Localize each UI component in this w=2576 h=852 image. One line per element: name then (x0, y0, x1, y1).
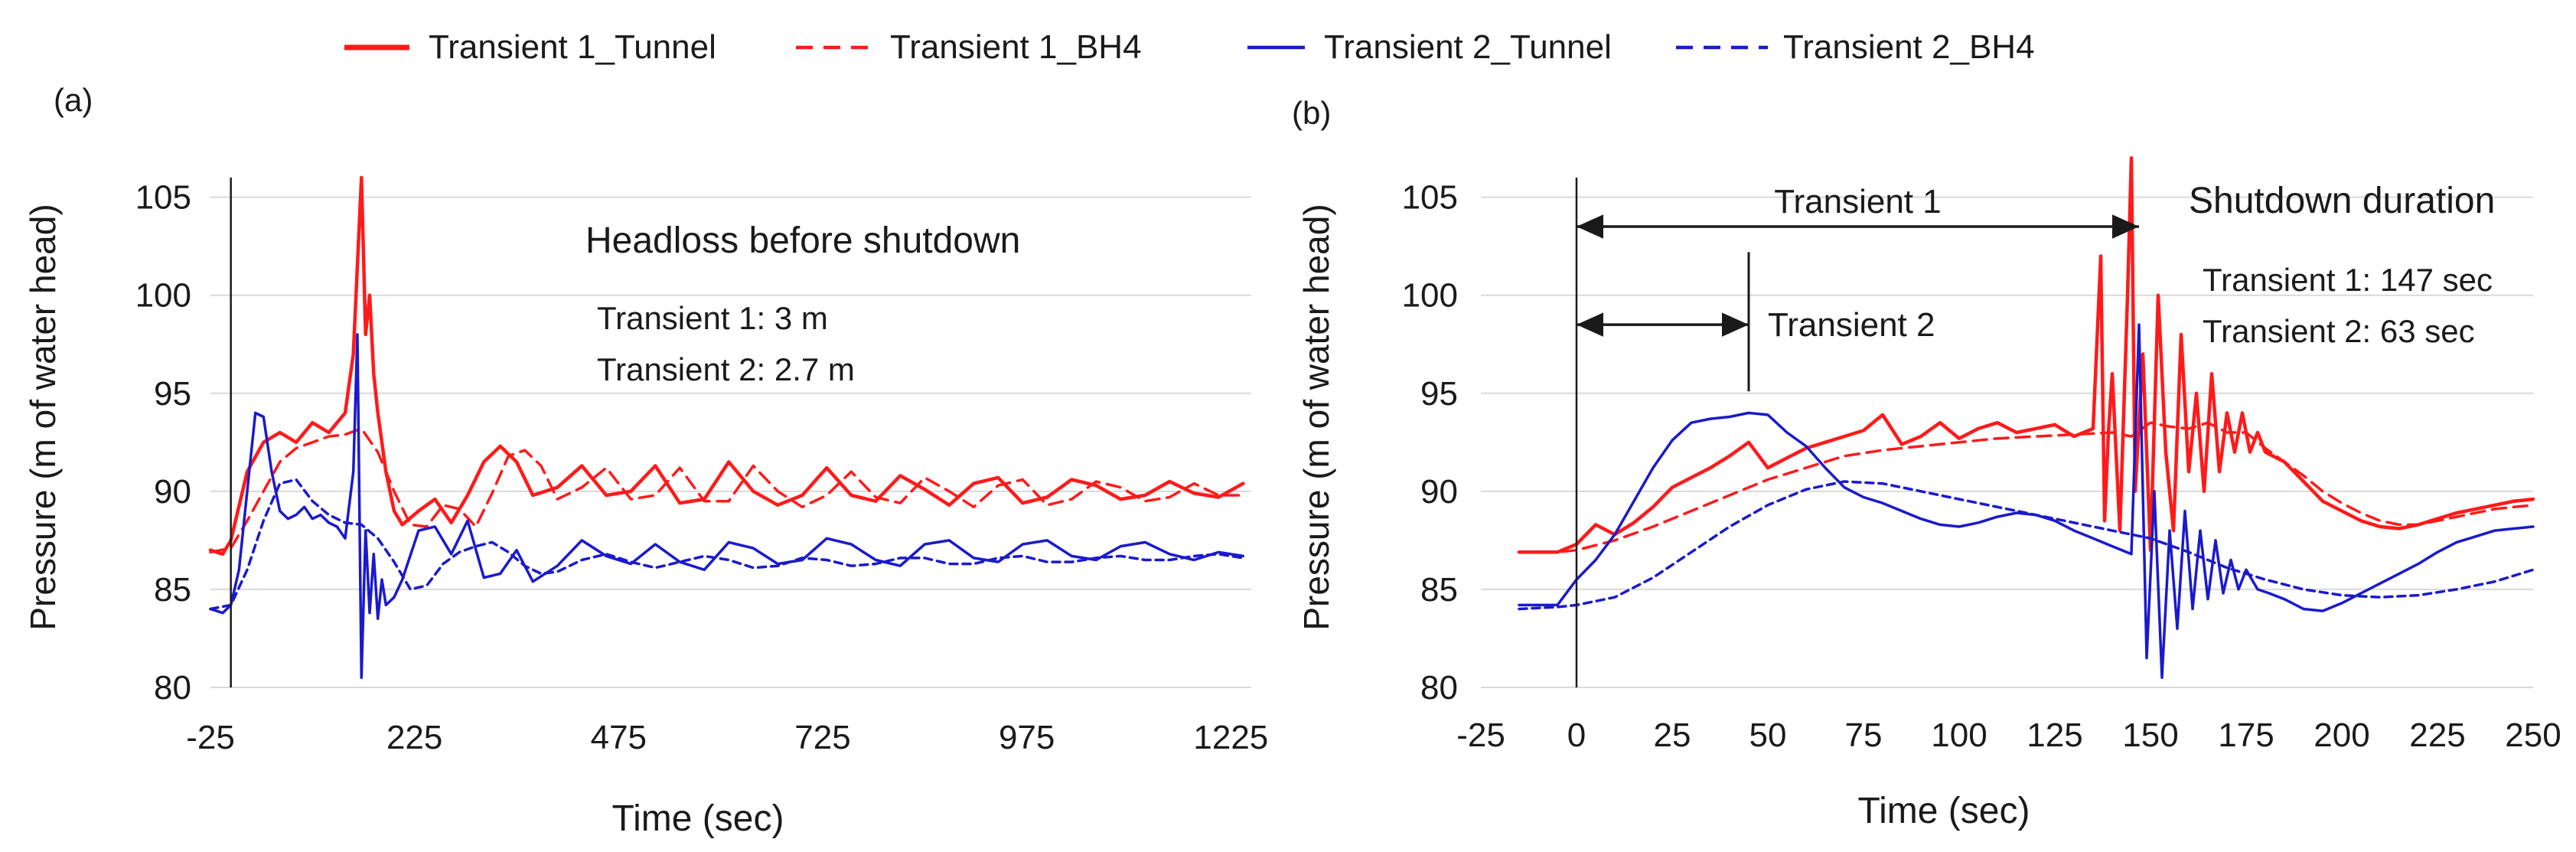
annotation-line2-b: Transient 2: 63 sec (2203, 313, 2475, 349)
series-a-transient-1-bh4 (209, 427, 1245, 554)
panel-label-a: (a) (54, 82, 93, 118)
x-tick-labels-a: -25 225 475 725 975 1225 (186, 719, 1268, 756)
y-axis-label-a: Pressure (m of water head) (23, 204, 63, 630)
y-tick-label-a-80: 80 (154, 669, 191, 707)
arrow-label-transient-1: Transient 1 (1774, 183, 1941, 220)
panel-label-b: (b) (1292, 95, 1331, 131)
x-tick-label-a-725: 725 (794, 719, 850, 756)
x-tick-label-a-1225: 1225 (1193, 719, 1268, 756)
y-tick-label-b-80: 80 (1420, 669, 1458, 707)
x-tick-label-b-225: 225 (2409, 717, 2465, 754)
series-layer-b (1517, 156, 2535, 679)
legend-label-transient-1-bh4: Transient 1_BH4 (890, 28, 1142, 66)
y-tick-labels-b: 80 85 90 95 100 105 (1402, 179, 1458, 707)
x-tick-label-a-225: 225 (386, 719, 442, 756)
series-layer-a (208, 175, 1245, 679)
x-tick-label-b-250: 250 (2505, 717, 2561, 754)
annotation-title-mask-a (582, 218, 602, 264)
gridlines-a (210, 196, 1251, 688)
series-b-transient-1-tunnel (1517, 156, 2535, 554)
annotation-title-b: Shutdown duration (2189, 181, 2495, 221)
y-tick-label-b-85: 85 (1420, 571, 1458, 609)
x-tick-labels-b: -25 0 25 50 75 100 125 150 175 200 225 250 (1456, 717, 2561, 754)
annotation-title-a: Headloss before shutdown (585, 220, 1020, 261)
y-tick-label-a-105: 105 (135, 179, 191, 217)
series-a-transient-1-tunnel (208, 175, 1245, 557)
y-tick-label-b-95: 95 (1420, 375, 1458, 413)
y-tick-label-a-95: 95 (154, 375, 191, 413)
annotation-line1-a: Transient 1: 3 m (597, 300, 828, 336)
x-axis-label-b: Time (sec) (1858, 791, 2030, 831)
legend-label-transient-1-tunnel: Transient 1_Tunnel (429, 28, 716, 66)
annotation-line1-b: Transient 1: 147 sec (2203, 262, 2493, 298)
y-tick-label-a-100: 100 (135, 277, 191, 315)
x-tick-label-b-125: 125 (2027, 717, 2082, 754)
x-tick-label-b-50: 50 (1749, 717, 1787, 754)
y-tick-label-a-90: 90 (154, 473, 191, 511)
x-tick-label-a--25: -25 (186, 719, 235, 756)
y-tick-label-b-105: 105 (1402, 179, 1458, 217)
x-tick-label-b-175: 175 (2218, 717, 2274, 754)
legend-label-transient-2-tunnel: Transient 2_Tunnel (1324, 28, 1612, 66)
arrow-label-transient-2: Transient 2 (1768, 306, 1935, 344)
series-b-transient-2-tunnel (1518, 323, 2535, 679)
series-a-transient-2-bh4 (209, 478, 1245, 611)
series-b-transient-2-bh4 (1518, 480, 2535, 611)
legend: Transient 1_Tunnel Transient 1_BH4 Trans… (344, 28, 2035, 66)
x-tick-label-b-0: 0 (1567, 717, 1586, 754)
x-tick-label-b-100: 100 (1931, 717, 1987, 754)
x-tick-label-a-475: 475 (591, 719, 647, 756)
y-tick-label-b-100: 100 (1402, 277, 1458, 315)
y-axis-label-b: Pressure (m of water head) (1296, 204, 1336, 630)
y-tick-label-b-90: 90 (1420, 473, 1458, 511)
chart-panel-b: (b) 80 85 90 95 100 105 -25 0 25 50 75 100 125 150 17… (1292, 95, 2561, 831)
series-a-transient-2-tunnel (209, 333, 1245, 679)
x-tick-label-b-75: 75 (1845, 717, 1883, 754)
chart-panel-a: (a) 80 85 90 95 100 105 -25 225 475 725 975 1225 T… (23, 82, 1268, 839)
x-tick-label-b--25: -25 (1456, 717, 1505, 754)
x-tick-label-b-200: 200 (2314, 717, 2369, 754)
x-tick-label-b-150: 150 (2122, 717, 2178, 754)
x-tick-label-b-25: 25 (1654, 717, 1691, 754)
legend-label-transient-2-bh4: Transient 2_BH4 (1783, 28, 2035, 66)
gridlines-b (1481, 196, 2533, 688)
annotation-line2-a: Transient 2: 2.7 m (597, 351, 855, 387)
y-tick-labels-a: 80 85 90 95 100 105 (135, 179, 191, 707)
series-b-transient-1-bh4 (1518, 421, 2535, 554)
x-tick-label-a-975: 975 (999, 719, 1055, 756)
x-axis-label-a: Time (sec) (612, 798, 784, 839)
y-tick-label-a-85: 85 (154, 571, 191, 609)
